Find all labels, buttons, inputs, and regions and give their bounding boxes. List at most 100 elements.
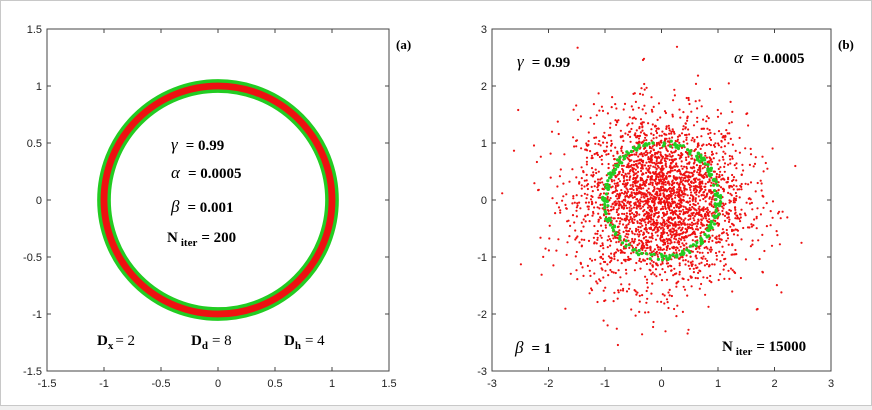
scatter-point	[641, 333, 644, 336]
scatter-point	[631, 117, 634, 120]
scatter-point	[687, 260, 690, 263]
ring-point	[608, 218, 612, 223]
scatter-point	[625, 272, 628, 275]
scatter-point	[645, 228, 648, 231]
scatter-point	[632, 251, 635, 254]
scatter-point	[606, 112, 610, 115]
scatter-point	[723, 214, 727, 217]
scatter-point	[651, 222, 654, 225]
scatter-point	[635, 261, 638, 265]
scatter-point	[686, 142, 689, 145]
scatter-point	[638, 233, 641, 236]
scatter-point	[625, 212, 629, 215]
scatter-point	[647, 160, 651, 163]
scatter-point	[678, 249, 681, 252]
y-tick-label: 0	[481, 195, 487, 207]
scatter-point	[663, 110, 667, 113]
scatter-point	[650, 292, 653, 295]
scatter-point	[733, 270, 736, 273]
scatter-point	[647, 231, 650, 235]
scatter-point	[670, 132, 673, 135]
ring-point	[613, 232, 618, 236]
scatter-point	[604, 224, 607, 227]
scatter-point	[632, 164, 636, 167]
scatter-point	[776, 234, 779, 237]
scatter-point	[671, 179, 674, 182]
scatter-point	[684, 231, 687, 234]
scatter-point	[599, 244, 602, 248]
scatter-point	[689, 214, 692, 217]
scatter-point	[638, 213, 641, 216]
scatter-point	[610, 139, 613, 142]
scatter-point	[620, 191, 624, 195]
scatter-point	[586, 193, 589, 196]
scatter-point	[705, 263, 709, 266]
scatter-point	[631, 212, 634, 215]
scatter-point	[694, 208, 697, 211]
scatter-point	[655, 275, 658, 278]
scatter-point	[710, 204, 713, 207]
scatter-point	[699, 164, 702, 167]
scatter-point	[657, 248, 660, 251]
scatter-point	[778, 210, 781, 213]
scatter-point	[649, 178, 652, 181]
scatter-point	[617, 289, 620, 292]
scatter-point	[748, 197, 751, 200]
scatter-point	[612, 271, 615, 274]
scatter-point	[613, 291, 616, 294]
scatter-point	[609, 149, 613, 152]
scatter-point	[690, 157, 693, 160]
scatter-point	[699, 189, 702, 192]
ring-point	[706, 169, 710, 173]
ring-point	[652, 252, 656, 256]
scatter-point	[651, 178, 654, 181]
scatter-point	[675, 251, 678, 254]
scatter-point	[664, 133, 667, 136]
scatter-point	[605, 141, 609, 144]
scatter-point	[678, 185, 681, 189]
scatter-point	[621, 251, 625, 254]
scatter-point	[659, 116, 662, 119]
scatter-point	[664, 271, 667, 274]
scatter-point	[722, 190, 725, 193]
scatter-point	[591, 190, 594, 193]
scatter-point	[706, 211, 710, 214]
scatter-point	[716, 221, 719, 225]
scatter-point	[660, 175, 663, 178]
scatter-point	[708, 142, 711, 146]
scatter-point	[717, 189, 720, 192]
scatter-point	[662, 218, 665, 221]
scatter-point	[649, 150, 653, 153]
scatter-point	[667, 206, 670, 209]
scatter-point	[700, 105, 703, 108]
scatter-point	[694, 200, 697, 203]
panel-a-marks	[97, 79, 339, 321]
scatter-point	[685, 133, 688, 136]
scatter-point	[670, 187, 673, 190]
scatter-point	[691, 212, 694, 215]
scatter-point	[688, 186, 692, 189]
scatter-point	[669, 205, 673, 208]
scatter-point	[555, 202, 558, 205]
scatter-point	[671, 169, 674, 172]
scatter-point	[614, 271, 617, 275]
scatter-point	[670, 192, 673, 195]
scatter-point	[650, 108, 654, 111]
scatter-point	[688, 133, 691, 136]
scatter-point	[676, 135, 680, 138]
scatter-point	[740, 188, 743, 191]
scatter-point	[611, 185, 614, 188]
scatter-point	[590, 194, 593, 198]
scatter-point	[615, 211, 619, 214]
scatter-point	[691, 260, 694, 263]
scatter-point	[683, 288, 687, 291]
ring-point	[624, 244, 628, 248]
scatter-point	[678, 270, 681, 274]
scatter-point	[725, 228, 728, 232]
scatter-point	[646, 297, 649, 300]
scatter-point	[625, 232, 628, 236]
scatter-point	[694, 233, 697, 236]
x-tick-label: 0	[215, 378, 221, 390]
scatter-point	[678, 183, 681, 187]
scatter-point	[622, 139, 625, 142]
